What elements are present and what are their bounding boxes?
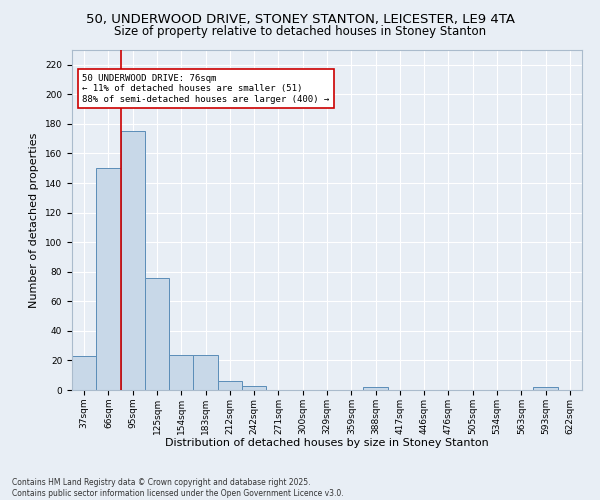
Bar	[169, 354, 193, 390]
Text: 50 UNDERWOOD DRIVE: 76sqm
← 11% of detached houses are smaller (51)
88% of semi-: 50 UNDERWOOD DRIVE: 76sqm ← 11% of detac…	[82, 74, 329, 104]
Bar	[364, 387, 388, 390]
X-axis label: Distribution of detached houses by size in Stoney Stanton: Distribution of detached houses by size …	[165, 438, 489, 448]
Bar	[193, 354, 218, 390]
Bar	[72, 356, 96, 390]
Bar	[242, 386, 266, 390]
Bar	[96, 168, 121, 390]
Bar	[533, 387, 558, 390]
Text: 50, UNDERWOOD DRIVE, STONEY STANTON, LEICESTER, LE9 4TA: 50, UNDERWOOD DRIVE, STONEY STANTON, LEI…	[86, 12, 515, 26]
Bar	[145, 278, 169, 390]
Y-axis label: Number of detached properties: Number of detached properties	[29, 132, 40, 308]
Text: Contains HM Land Registry data © Crown copyright and database right 2025.
Contai: Contains HM Land Registry data © Crown c…	[12, 478, 344, 498]
Bar	[121, 132, 145, 390]
Bar	[218, 381, 242, 390]
Text: Size of property relative to detached houses in Stoney Stanton: Size of property relative to detached ho…	[114, 25, 486, 38]
